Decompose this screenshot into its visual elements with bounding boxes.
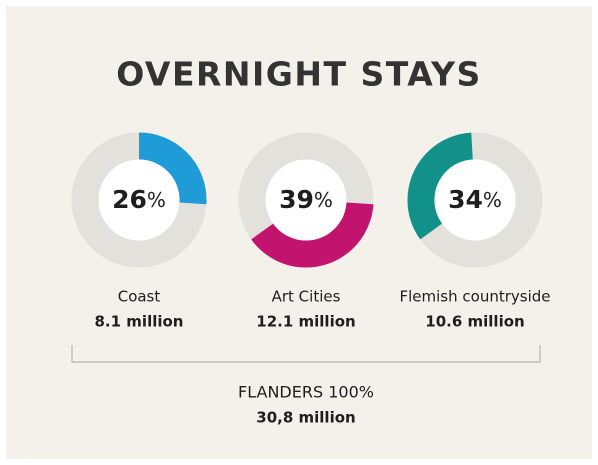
donut-value: 39%: [279, 185, 333, 214]
category-subtitle: 12.1 million: [256, 313, 355, 331]
donut-hole: [434, 159, 516, 241]
category-subtitle: 8.1 million: [95, 313, 184, 331]
donut-segment: [71, 132, 207, 268]
category-label: Coast: [118, 288, 161, 306]
footer-label: FLANDERS 100%: [238, 383, 374, 402]
value-unit: %: [147, 188, 166, 212]
value-number: 34: [448, 185, 483, 214]
title: OVERNIGHT STAYS: [116, 55, 482, 94]
donut-hole: [98, 159, 180, 241]
value-number: 26: [112, 185, 147, 214]
bracket: [71, 345, 541, 363]
value-number: 39: [279, 185, 314, 214]
value-unit: %: [483, 188, 502, 212]
category-label: Art Cities: [272, 288, 341, 306]
value-unit: %: [314, 188, 333, 212]
donut-segment: [407, 132, 543, 268]
donut-value: 26%: [112, 185, 166, 214]
category-label: Flemish countryside: [400, 288, 551, 306]
donut-value: 34%: [448, 185, 502, 214]
category-subtitle: 10.6 million: [425, 313, 524, 331]
footer-total: 30,8 million: [256, 409, 355, 427]
donut-hole: [265, 159, 347, 241]
donut-segment: [238, 132, 374, 268]
